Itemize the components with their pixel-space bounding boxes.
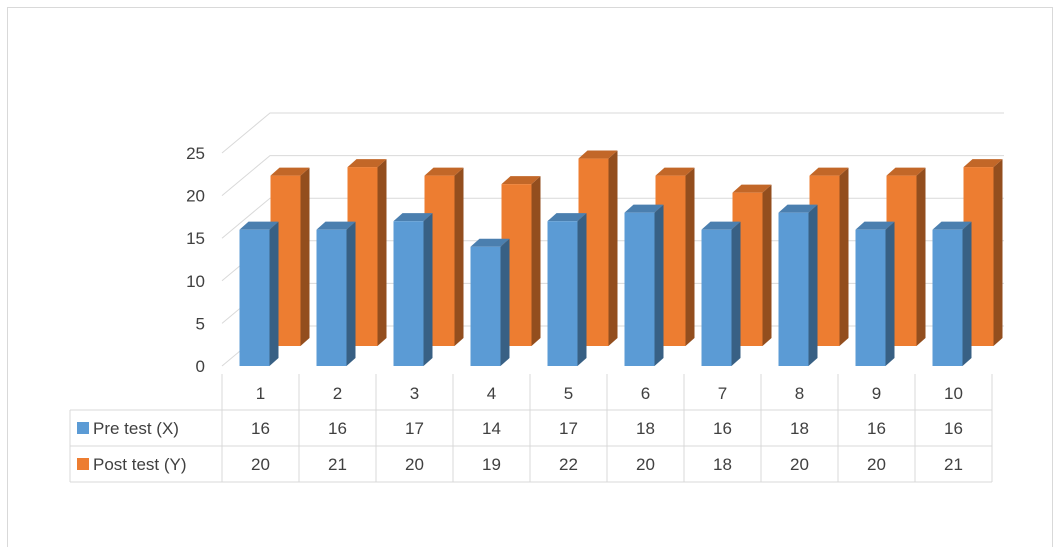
data-table-value: 21 — [944, 455, 963, 474]
data-table-value: 17 — [559, 419, 578, 438]
data-table-value: 18 — [713, 455, 732, 474]
data-table: 1 2 3 4 5 6 7 8 9 10 Pre test (X) 16 16 17 14 17 18 16 18 1… — [69, 374, 993, 483]
bar-pre-test — [547, 213, 587, 366]
data-table-value: 18 — [636, 419, 655, 438]
data-table-value: 19 — [482, 455, 501, 474]
legend-key — [77, 422, 89, 434]
legend-key — [77, 458, 89, 470]
x-tick-label: 8 — [795, 384, 804, 403]
data-table-value: 20 — [251, 455, 270, 474]
y-tick-label: 5 — [196, 314, 205, 333]
bar-pre-test — [239, 221, 279, 366]
bar-pre-test — [778, 204, 818, 366]
x-tick-label: 4 — [487, 384, 496, 403]
data-table-value: 14 — [482, 419, 501, 438]
bars — [239, 150, 1003, 366]
bar-pre-test — [624, 204, 664, 366]
y-tick-label: 15 — [186, 229, 205, 248]
data-table-value: 16 — [713, 419, 732, 438]
y-tick-label: 10 — [186, 272, 205, 291]
bar-pre-test — [393, 213, 433, 366]
data-table-value: 17 — [405, 419, 424, 438]
data-table-value: 22 — [559, 455, 578, 474]
bar-pre-test — [855, 221, 895, 366]
bar-pre-test — [316, 221, 356, 366]
data-table-value: 16 — [867, 419, 886, 438]
x-tick-label: 5 — [564, 384, 573, 403]
y-tick-label: 20 — [186, 187, 205, 206]
legend-label: Post test (Y) — [93, 455, 187, 474]
x-tick-label: 3 — [410, 384, 419, 403]
y-axis-tick-labels: 0 5 10 15 20 25 — [186, 144, 205, 376]
x-tick-label: 9 — [872, 384, 881, 403]
bar-pre-test — [470, 238, 510, 366]
data-table-value: 16 — [944, 419, 963, 438]
bar-pre-test — [932, 221, 972, 366]
legend-label: Pre test (X) — [93, 419, 179, 438]
bar-pre-test — [701, 221, 741, 366]
data-table-value: 20 — [405, 455, 424, 474]
data-table-value: 20 — [636, 455, 655, 474]
gridline — [221, 112, 1004, 154]
x-tick-label: 10 — [944, 384, 963, 403]
y-tick-label: 0 — [196, 357, 205, 376]
data-table-value: 20 — [790, 455, 809, 474]
data-table-value: 16 — [251, 419, 270, 438]
x-tick-label: 6 — [641, 384, 650, 403]
x-tick-label: 1 — [256, 384, 265, 403]
x-tick-label: 2 — [333, 384, 342, 403]
x-tick-label: 7 — [718, 384, 727, 403]
data-table-value: 21 — [328, 455, 347, 474]
chart-frame — [7, 7, 1053, 547]
data-table-value: 16 — [328, 419, 347, 438]
data-table-value: 18 — [790, 419, 809, 438]
gridline — [221, 155, 1004, 196]
y-tick-label: 25 — [186, 144, 205, 163]
data-table-value: 20 — [867, 455, 886, 474]
